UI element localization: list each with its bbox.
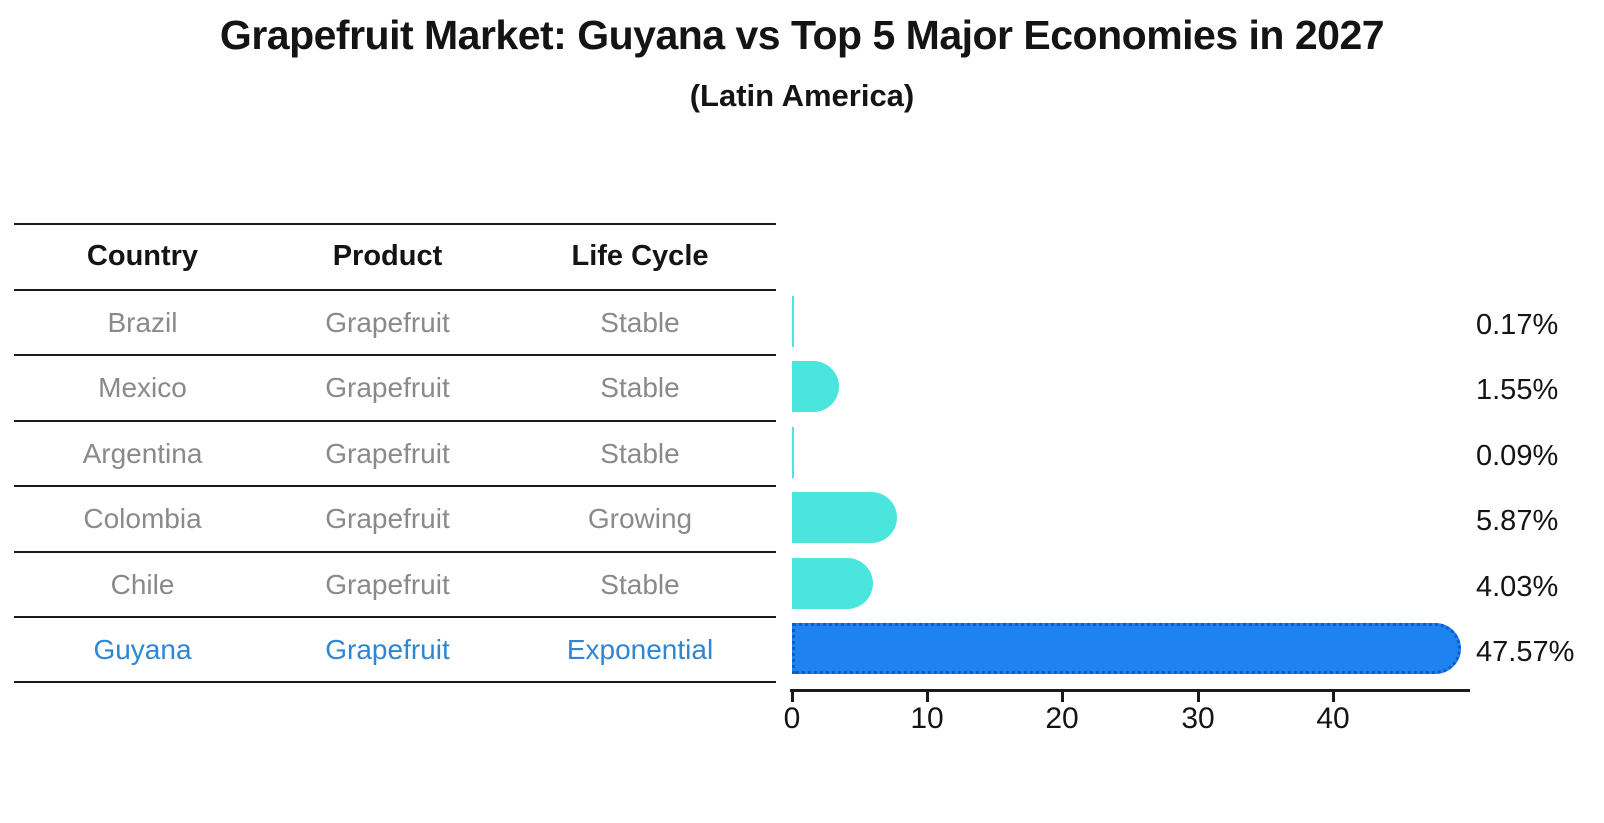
- row-divider: [14, 420, 776, 422]
- column-header-product: Product: [332, 240, 443, 272]
- cell-country: Brazil: [107, 306, 178, 338]
- value-label-brazil: 0.17%: [1476, 309, 1559, 341]
- cell-life-cycle: Stable: [600, 306, 680, 338]
- x-axis-tick-label: 40: [1316, 702, 1350, 735]
- x-axis-tick: [1061, 692, 1064, 702]
- value-label-chile: 4.03%: [1476, 571, 1559, 603]
- cell-country: Guyana: [93, 633, 192, 665]
- chart-subtitle: (Latin America): [689, 78, 915, 113]
- table-row-argentina: Argentina Grapefruit Stable: [15, 421, 775, 486]
- x-axis-line: [790, 689, 1470, 692]
- cell-life-cycle: Growing: [587, 502, 693, 534]
- row-divider: [14, 616, 776, 618]
- cell-product: Grapefruit: [325, 371, 450, 403]
- bar-mexico: [792, 361, 839, 412]
- table-row-mexico: Mexico Grapefruit Stable: [15, 355, 775, 420]
- table-header-row: Country Product Life Cycle: [15, 224, 775, 289]
- cell-country: Mexico: [98, 371, 187, 403]
- cell-life-cycle: Stable: [600, 437, 680, 469]
- x-axis-tick-label: 0: [783, 702, 801, 735]
- cell-product: Grapefruit: [325, 502, 450, 534]
- cell-product: Grapefruit: [325, 568, 450, 600]
- column-header-life-cycle: Life Cycle: [571, 240, 709, 272]
- row-divider: [14, 354, 776, 356]
- x-axis-tick-label: 30: [1181, 702, 1215, 735]
- cell-product: Grapefruit: [325, 633, 450, 665]
- x-axis-tick: [1197, 692, 1200, 702]
- value-label-colombia: 5.87%: [1476, 505, 1559, 537]
- cell-country: Colombia: [83, 502, 202, 534]
- bar-colombia: [792, 492, 898, 543]
- header-bottom-rule: [14, 289, 776, 291]
- value-label-guyana: 47.57%: [1476, 636, 1575, 668]
- row-divider: [14, 551, 776, 553]
- table-row-guyana: Guyana Grapefruit Exponential: [15, 617, 775, 682]
- bar-chile: [792, 558, 873, 609]
- bar-guyana: [792, 623, 1462, 674]
- x-axis-tick: [1332, 692, 1335, 702]
- row-divider: [14, 485, 776, 487]
- cell-country: Chile: [110, 568, 175, 600]
- cell-country: Argentina: [82, 437, 203, 469]
- cell-product: Grapefruit: [325, 306, 450, 338]
- cell-product: Grapefruit: [325, 437, 450, 469]
- table-row-brazil: Brazil Grapefruit Stable: [15, 290, 775, 355]
- bar-brazil: [792, 296, 794, 347]
- cell-life-cycle: Stable: [600, 568, 680, 600]
- x-axis-tick-label: 10: [910, 702, 944, 735]
- x-axis-tick-label: 20: [1045, 702, 1079, 735]
- bar-argentina: [792, 427, 794, 478]
- chart-title: Grapefruit Market: Guyana vs Top 5 Major…: [219, 12, 1385, 58]
- cell-life-cycle: Exponential: [566, 633, 714, 665]
- table-top-rule: [14, 223, 776, 225]
- value-label-mexico: 1.55%: [1476, 374, 1559, 406]
- value-label-argentina: 0.09%: [1476, 440, 1559, 472]
- table-row-colombia: Colombia Grapefruit Growing: [15, 486, 775, 551]
- cell-life-cycle: Stable: [600, 371, 680, 403]
- x-axis-tick: [926, 692, 929, 702]
- column-header-country: Country: [86, 240, 199, 272]
- table-bottom-rule: [14, 681, 776, 683]
- x-axis-tick: [791, 692, 794, 702]
- table-row-chile: Chile Grapefruit Stable: [15, 552, 775, 617]
